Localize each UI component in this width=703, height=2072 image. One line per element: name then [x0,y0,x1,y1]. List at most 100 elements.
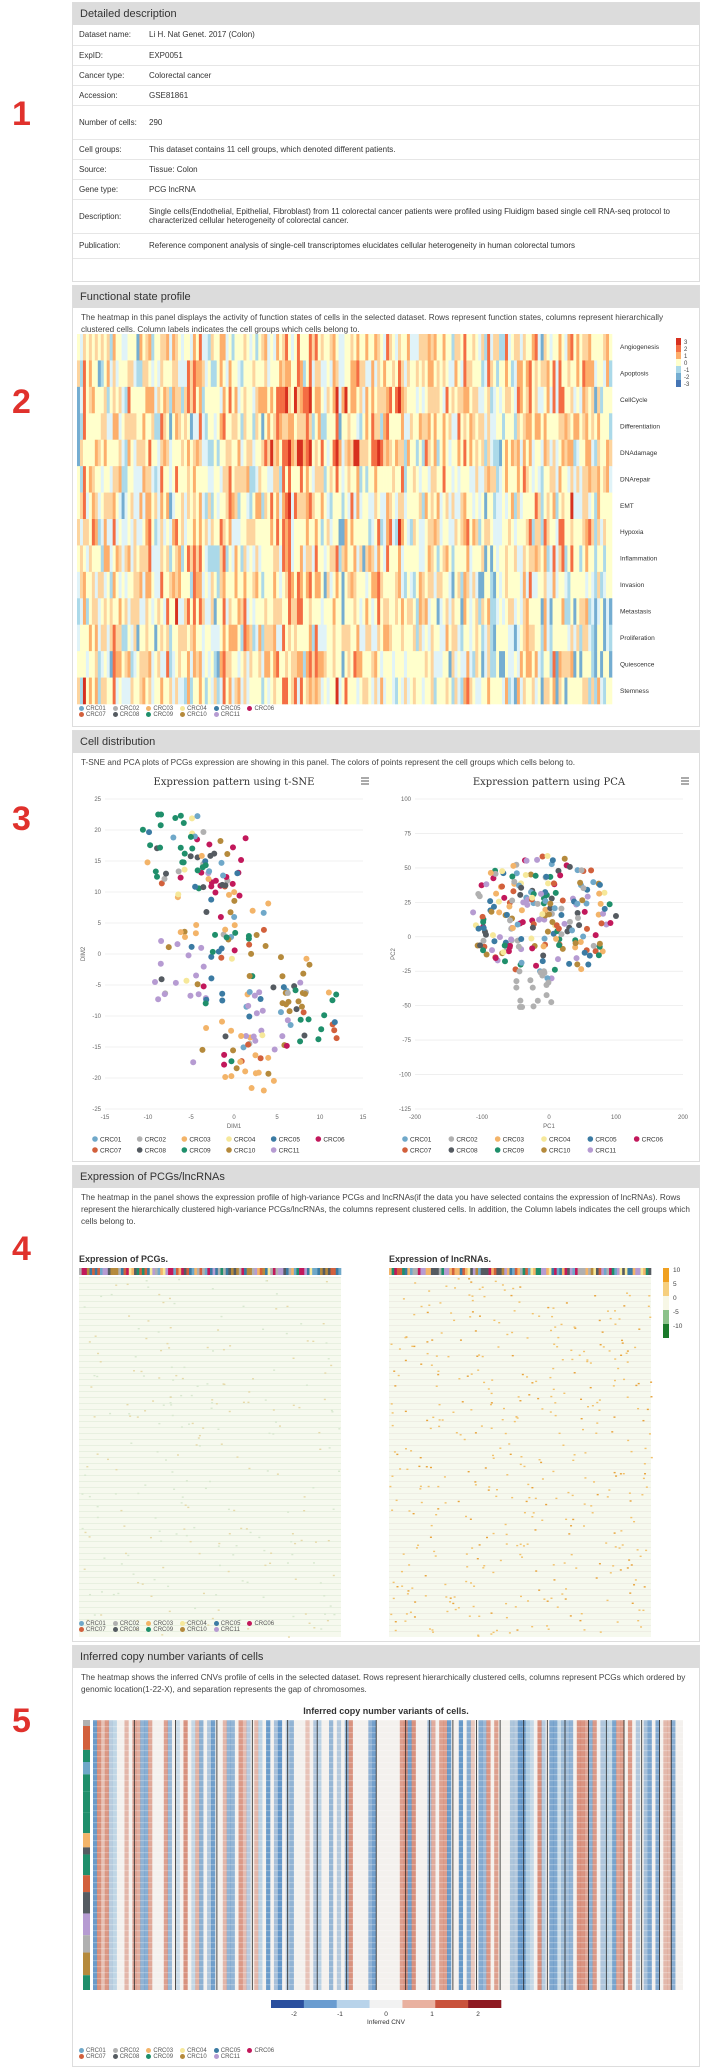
data-point[interactable] [561,855,568,862]
legend-label[interactable]: CRC09 [503,1148,525,1155]
data-point[interactable] [527,871,534,878]
legend-dot-icon[interactable] [181,1136,188,1142]
data-point[interactable] [552,889,559,896]
data-point[interactable] [256,989,263,996]
data-point[interactable] [209,948,216,955]
data-point[interactable] [205,876,212,883]
data-point[interactable] [252,1037,259,1044]
data-point[interactable] [192,883,199,890]
data-point[interactable] [572,940,579,947]
data-point[interactable] [177,844,184,851]
data-point[interactable] [475,925,482,932]
data-point[interactable] [279,1000,286,1007]
data-point[interactable] [181,850,188,857]
legend-item[interactable]: CRC10 [180,1627,207,1633]
data-point[interactable] [513,870,520,877]
data-point[interactable] [573,955,580,962]
data-point[interactable] [487,869,494,876]
legend-item[interactable]: CRC10 [180,712,207,718]
data-point[interactable] [218,859,225,866]
legend-label[interactable]: CRC11 [595,1148,616,1155]
data-point[interactable] [543,992,550,999]
data-point[interactable] [549,918,556,925]
data-point[interactable] [561,920,568,927]
data-point[interactable] [147,842,154,849]
data-point[interactable] [325,989,332,996]
data-point[interactable] [233,1065,240,1072]
data-point[interactable] [595,952,602,959]
data-point[interactable] [161,875,168,882]
data-point[interactable] [529,984,536,991]
data-point[interactable] [246,989,253,996]
data-point[interactable] [558,912,565,919]
data-point[interactable] [574,909,581,916]
data-point[interactable] [260,926,267,933]
legend-label[interactable]: CRC11 [279,1148,300,1155]
data-point[interactable] [600,910,607,917]
data-point[interactable] [265,1054,272,1061]
data-point[interactable] [540,943,547,950]
data-point[interactable] [157,960,164,967]
data-point[interactable] [237,1058,244,1065]
data-point[interactable] [158,976,165,983]
data-point[interactable] [596,890,603,897]
legend-label[interactable]: CRC08 [145,1148,167,1155]
data-point[interactable] [222,926,229,933]
legend-item[interactable]: CRC05 [213,2048,240,2054]
data-point[interactable] [544,852,551,859]
data-point[interactable] [588,867,595,874]
legend-dot-icon[interactable] [448,1147,455,1153]
data-point[interactable] [524,901,531,908]
data-point[interactable] [478,882,485,889]
data-point[interactable] [574,900,581,907]
data-point[interactable] [260,909,267,916]
data-point[interactable] [477,942,484,949]
data-point[interactable] [200,829,207,836]
data-point[interactable] [543,873,550,880]
data-point[interactable] [490,903,497,910]
data-point[interactable] [574,915,581,922]
data-point[interactable] [489,947,496,954]
data-point[interactable] [495,898,502,905]
data-point[interactable] [195,991,202,998]
data-point[interactable] [539,958,546,965]
legend-item[interactable]: CRC09 [146,712,173,718]
legend-dot-icon[interactable] [270,1136,277,1142]
data-point[interactable] [198,944,205,951]
legend-item[interactable]: CRC06 [247,706,274,712]
data-point[interactable] [257,996,264,1003]
data-point[interactable] [287,1022,294,1029]
legend-label[interactable]: CRC02 [456,1137,478,1144]
data-point[interactable] [480,919,487,926]
legend-item[interactable]: CRC08 [112,1627,139,1633]
data-point[interactable] [522,872,529,879]
data-point[interactable] [553,935,560,942]
data-point[interactable] [283,1042,290,1049]
data-point[interactable] [540,952,547,959]
data-point[interactable] [581,949,588,956]
data-point[interactable] [585,961,592,968]
data-point[interactable] [295,998,302,1005]
data-point[interactable] [557,872,564,879]
data-point[interactable] [192,930,199,937]
data-point[interactable] [518,959,525,966]
data-point[interactable] [551,966,558,973]
data-point[interactable] [306,961,313,968]
data-point[interactable] [569,927,576,934]
data-point[interactable] [180,820,187,827]
legend-dot-icon[interactable] [92,1136,98,1142]
data-point[interactable] [537,969,544,976]
data-point[interactable] [181,866,188,873]
data-point[interactable] [223,934,230,941]
data-point[interactable] [253,932,260,939]
data-point[interactable] [558,931,565,938]
legend-item[interactable]: CRC04 [180,1621,207,1627]
data-point[interactable] [584,893,591,900]
data-point[interactable] [187,853,194,860]
legend-label[interactable]: CRC05 [279,1137,301,1144]
data-point[interactable] [543,981,550,988]
menu-icon[interactable] [681,777,689,785]
legend-item[interactable]: CRC07 [79,2054,106,2060]
data-point[interactable] [228,955,235,962]
data-point[interactable] [574,961,581,968]
